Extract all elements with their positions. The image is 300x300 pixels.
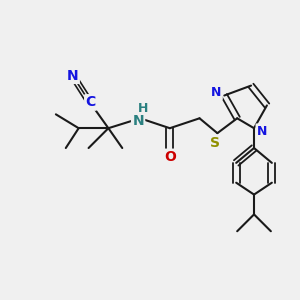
Text: O: O [164, 150, 176, 164]
Text: N: N [257, 125, 267, 138]
Text: N: N [211, 86, 222, 99]
Text: C: C [85, 95, 96, 110]
Text: N: N [67, 69, 79, 83]
Text: N: N [132, 114, 144, 128]
Text: S: S [210, 136, 220, 150]
Text: H: H [138, 102, 148, 115]
